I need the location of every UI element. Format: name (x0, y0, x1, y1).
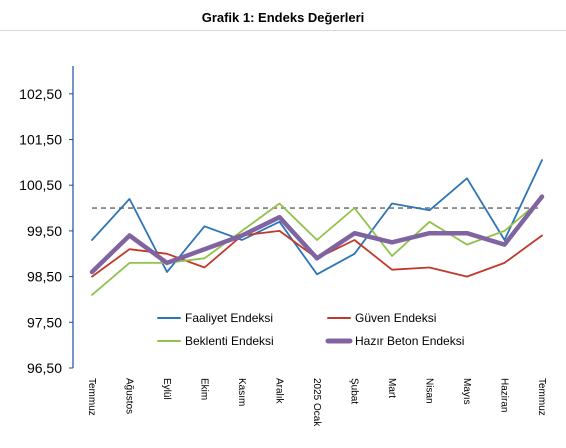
series-line-faaliyet-endeksi (91, 159, 543, 276)
chart-svg: 96,50 97,50 98,50 99,50 100,50 101,50 102,50 Te… (19, 66, 547, 427)
legend-label-g-ven-endeksi: Güven Endeksi (355, 311, 436, 325)
x-tick-label: Aralık (274, 378, 285, 405)
x-tick-label: Ağustos (124, 378, 135, 414)
x-tick-label: Kasım (236, 378, 247, 406)
x-tick-label: Temmuz (536, 378, 547, 416)
series-line-beklenti-endeksi (91, 197, 543, 296)
x-tick-label: Temmuz (86, 378, 97, 416)
chart-frame: 96,50 97,50 98,50 99,50 100,50 101,50 102,50 Te… (0, 30, 566, 447)
x-tick-label: Nisan (424, 378, 435, 404)
x-tick-label: Haziran (499, 378, 510, 412)
legend-label-haz-r-beton-endeksi: Hazır Beton Endeksi (355, 334, 464, 348)
y-tick-label: 100,50 (19, 177, 62, 193)
y-tick-label: 101,50 (19, 132, 62, 148)
y-tick-label: 99,50 (27, 223, 62, 239)
y-tick-label: 98,50 (27, 269, 62, 285)
x-tick-label: Eylül (161, 378, 172, 400)
y-tick-label: 102,50 (19, 86, 62, 102)
legend-label-faaliyet-endeksi: Faaliyet Endeksi (185, 311, 273, 325)
x-tick-label: Şubat (349, 378, 360, 404)
x-tick-label: Mayıs (461, 378, 472, 405)
x-tick-label: Mart (386, 378, 397, 398)
series-line-haz-r-beton-endeksi (89, 194, 545, 275)
chart-title: Grafik 1: Endeks Değerleri (201, 10, 365, 25)
legend-label-beklenti-endeksi: Beklenti Endeksi (185, 334, 274, 348)
x-tick-label: 2025 Ocak (311, 378, 322, 427)
y-tick-label: 97,50 (27, 314, 62, 330)
y-tick-label: 96,50 (27, 360, 62, 376)
x-tick-label: Ekim (199, 378, 210, 400)
